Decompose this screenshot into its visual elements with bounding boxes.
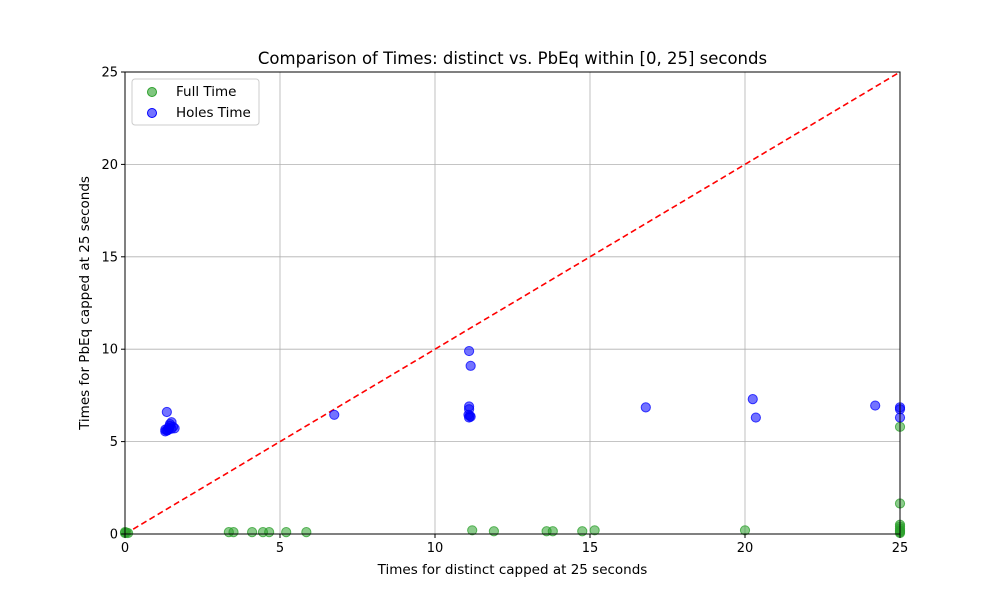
- x-tick-label: 10: [427, 541, 444, 556]
- x-tick-label: 5: [276, 541, 284, 556]
- y-tick-label: 25: [101, 66, 118, 81]
- x-tick-label: 0: [121, 541, 129, 556]
- holes-time-point: [640, 402, 651, 413]
- y-tick-label: 0: [110, 528, 118, 543]
- y-tick-label: 20: [101, 158, 118, 173]
- holes-time-point: [464, 345, 475, 357]
- full-time-point: [281, 527, 292, 538]
- y-axis-label: Times for PbEq capped at 25 seconds: [77, 176, 93, 431]
- legend-label-holes-time: Holes Time: [176, 105, 251, 121]
- legend-marker-full-time: [147, 87, 157, 97]
- holes-time-point: [747, 393, 758, 405]
- full-time-point: [123, 527, 134, 539]
- x-tick-label: 25: [892, 541, 909, 556]
- holes-time-point: [465, 360, 476, 371]
- full-time-point: [301, 527, 312, 538]
- plot-frame: [124, 71, 901, 535]
- y-tick-label: 10: [101, 343, 118, 358]
- full-time-point: [247, 527, 258, 538]
- x-axis-label: Times for distinct capped at 25 seconds: [377, 562, 648, 578]
- y-tick-label: 5: [110, 435, 118, 450]
- holes-time-point: [463, 409, 474, 420]
- holes-time-point: [329, 409, 340, 420]
- full-time-point: [467, 525, 478, 536]
- axis-ticks: 0 5 10 15 20 25 0 5 10 15 20 25: [101, 66, 908, 557]
- full-time-point: [228, 527, 239, 538]
- holes-time-point: [161, 406, 172, 418]
- chart-title: Comparison of Times: distinct vs. PbEq w…: [258, 49, 767, 68]
- full-time-point: [264, 527, 275, 538]
- y-tick-label: 15: [101, 250, 118, 265]
- holes-time-point: [169, 423, 180, 434]
- reference-diagonal-line: [124, 71, 901, 535]
- holes-time-point: [870, 400, 881, 411]
- legend-label-full-time: Full Time: [176, 84, 236, 100]
- legend-marker-holes-time: [147, 108, 157, 118]
- full-time-point: [589, 525, 600, 536]
- holes-time-point: [750, 412, 761, 423]
- x-tick-label: 20: [737, 541, 754, 556]
- legend: Full Time Holes Time: [131, 78, 260, 126]
- legend-box: [131, 78, 260, 126]
- x-tick-label: 15: [582, 541, 599, 556]
